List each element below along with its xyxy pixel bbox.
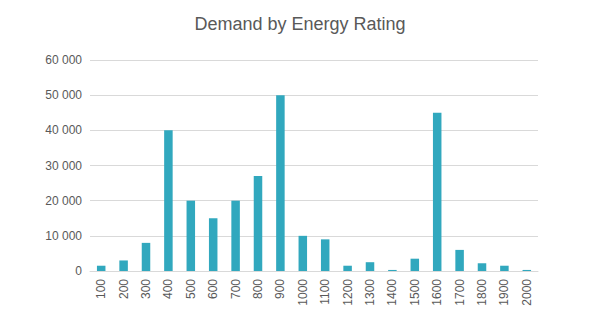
svg-text:200: 200 xyxy=(117,279,131,299)
svg-text:700: 700 xyxy=(229,279,243,299)
svg-text:1900: 1900 xyxy=(497,279,511,306)
svg-text:50 000: 50 000 xyxy=(45,88,82,102)
svg-text:10 000: 10 000 xyxy=(45,229,82,243)
svg-text:900: 900 xyxy=(273,279,287,299)
svg-text:1300: 1300 xyxy=(363,279,377,306)
svg-text:40 000: 40 000 xyxy=(45,123,82,137)
svg-text:1100: 1100 xyxy=(318,279,332,305)
svg-text:400: 400 xyxy=(161,279,175,299)
svg-text:1200: 1200 xyxy=(341,279,355,306)
svg-text:60 000: 60 000 xyxy=(45,53,82,67)
svg-text:800: 800 xyxy=(251,279,265,299)
svg-text:1700: 1700 xyxy=(453,279,467,306)
svg-text:1800: 1800 xyxy=(475,279,489,306)
svg-text:1000: 1000 xyxy=(296,279,310,306)
svg-text:600: 600 xyxy=(206,279,220,299)
svg-text:30 000: 30 000 xyxy=(45,159,82,173)
svg-text:300: 300 xyxy=(139,279,153,299)
svg-text:1500: 1500 xyxy=(408,279,422,306)
svg-text:1600: 1600 xyxy=(430,279,444,306)
svg-text:2000: 2000 xyxy=(520,279,534,306)
svg-text:1400: 1400 xyxy=(385,279,399,306)
svg-text:0: 0 xyxy=(75,264,82,278)
svg-text:Demand by Energy Rating: Demand by Energy Rating xyxy=(194,14,405,34)
svg-text:100: 100 xyxy=(94,279,108,299)
svg-text:500: 500 xyxy=(184,279,198,299)
svg-text:20 000: 20 000 xyxy=(45,194,82,208)
